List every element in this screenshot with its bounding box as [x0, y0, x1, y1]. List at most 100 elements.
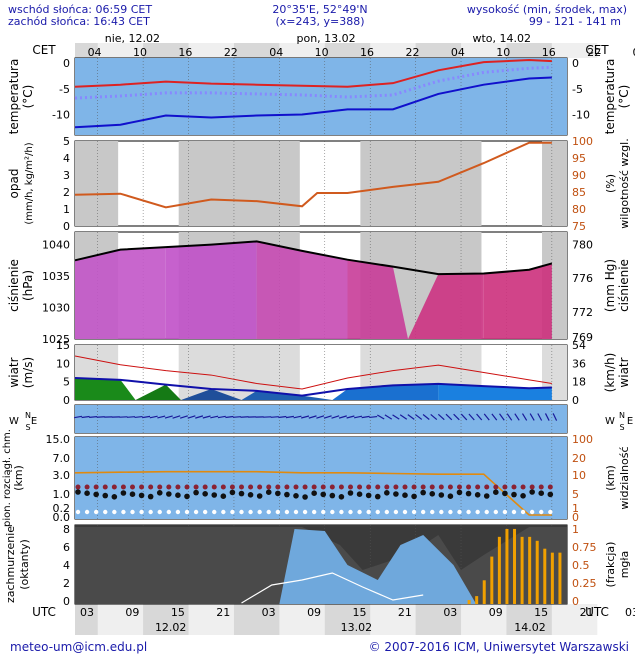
- compass-n-right: N: [619, 411, 625, 420]
- cloud-base-dot: [538, 490, 545, 497]
- wind-arrow: [270, 416, 279, 418]
- wind-arrow: [384, 414, 393, 420]
- wind-arrow: [483, 413, 490, 421]
- cloud-top-dot: [520, 484, 526, 490]
- wind-speed-fill: [75, 378, 136, 400]
- wind-arrow: [81, 415, 90, 419]
- cloud-ext-tick: 0.2: [53, 502, 71, 515]
- precip-tick-left: 5: [63, 135, 70, 148]
- top-zone-right: CET: [585, 43, 609, 57]
- pressure-tick-right: 769: [572, 331, 593, 344]
- fog-tick: 0.5: [572, 559, 590, 572]
- cloud-low-dot: [502, 509, 508, 515]
- cloud-top-dot: [475, 484, 481, 490]
- sunset-text: zachód słońca: 16:43 CET: [8, 15, 150, 28]
- humidity-tick-right: 80: [572, 203, 586, 216]
- cloud-clear-gap: [279, 529, 477, 604]
- wind-speed-fill: [332, 383, 439, 400]
- top-hour-label: 04: [633, 46, 635, 59]
- fog-bar: [490, 556, 494, 604]
- bottom-hour-label: 21: [580, 606, 594, 619]
- wind-arrow: [285, 415, 294, 419]
- cloud-base-dot: [474, 492, 481, 498]
- top-hour-label: 04: [451, 46, 465, 59]
- humidity-tick-right: 85: [572, 186, 586, 199]
- wind-arrow: [499, 413, 505, 421]
- cloud-low-dot: [420, 509, 426, 515]
- wind-arrow: [164, 415, 173, 419]
- cloud-top-dot: [375, 484, 381, 490]
- cloud-low-dot: [484, 509, 489, 515]
- wind-arrow: [544, 413, 550, 421]
- cloud-base-dot: [238, 490, 245, 497]
- cloud-top-dot: [429, 484, 435, 490]
- night-band: [75, 141, 119, 226]
- wind-arrow: [210, 415, 219, 419]
- bottom-time-bar-stripe: [279, 604, 325, 635]
- cloud-low-dot: [529, 509, 535, 515]
- temp-tick-left: 0: [63, 57, 70, 70]
- top-hour-label: 22: [587, 46, 601, 59]
- temp-ylabel-left-unit: (°C): [21, 85, 35, 109]
- cloud-low-dot: [402, 509, 408, 515]
- cloud-base-dot: [247, 492, 254, 498]
- wind-dir-panel-bg: [75, 405, 567, 433]
- bottom-hour-label: 03: [80, 606, 94, 619]
- visibility-ylabel: widzialność: [618, 446, 631, 509]
- cloud-base-dot: [75, 489, 81, 495]
- wind-arrow: [195, 415, 204, 419]
- cloud-low-dot: [393, 509, 399, 515]
- precip-ylabel: opad: [7, 169, 21, 199]
- bottom-hour-label: 21: [216, 606, 230, 619]
- compass-e-right: E: [627, 416, 633, 427]
- bottom-hour-label: 15: [352, 606, 366, 619]
- pressure-fill-segment: [256, 241, 348, 339]
- cloud-base-dot: [302, 494, 308, 500]
- fog-bar: [497, 536, 501, 604]
- top-time-bar-stripe: [370, 43, 416, 58]
- cloud-top-dot: [456, 484, 462, 490]
- cloud-top-dot: [248, 484, 254, 490]
- humidity-tick-right: 75: [572, 220, 586, 233]
- cloud-panel-bg: [75, 437, 567, 519]
- cloud-base-dot: [502, 490, 508, 497]
- cloud-low-dot: [457, 509, 462, 515]
- wind-arrow: [217, 415, 226, 419]
- wind-arrow: [453, 413, 460, 421]
- fog-tick: 1: [572, 523, 579, 536]
- cloud-top-dot: [320, 484, 326, 490]
- temp-min-line: [74, 76, 552, 129]
- wind-arrow: [331, 415, 340, 419]
- footer-copyright: © 2007-2016 ICM, Uniwersytet Warszawski: [368, 640, 629, 654]
- cloud-low-dot: [93, 509, 99, 515]
- humidity-ylabel-unit: (%): [604, 174, 617, 193]
- wind-arrow: [361, 415, 370, 419]
- wind-tick-left: 5: [63, 376, 70, 389]
- wind-arrow: [407, 414, 415, 420]
- wind-arrow: [430, 413, 438, 421]
- wind-gust-line: [74, 355, 552, 390]
- wind-arrow: [134, 415, 143, 419]
- cloud-ext-tick: 3.0: [53, 469, 71, 482]
- wind-ylabel-unit: (m/s): [21, 357, 35, 388]
- wind-ylabel: wiatr: [7, 357, 21, 387]
- wind-arrow: [476, 413, 483, 421]
- cloud-top-dot: [266, 484, 272, 490]
- top-day-label: wto, 14.02: [472, 32, 531, 45]
- cloud-base-dot: [393, 491, 399, 497]
- cloud-low-dot: [493, 509, 499, 515]
- cloud-ext-tick: 0.0: [53, 511, 71, 524]
- cloud-top-dot: [257, 484, 263, 490]
- wind-arrow: [460, 413, 468, 421]
- cloud-cover-ylabel: zachmurzenie: [4, 526, 17, 603]
- wind-arrow: [157, 415, 166, 419]
- precip-tick-left: 2: [63, 186, 70, 199]
- cloud-base-dot: [102, 492, 109, 499]
- cloud-low-dot: [103, 509, 108, 515]
- fog-bar: [513, 528, 517, 604]
- cloud-ext-tick: 1.0: [53, 488, 71, 501]
- cloud-top-dot: [275, 484, 281, 490]
- wind-arrow: [437, 413, 445, 421]
- top-time-bar-stripe: [461, 43, 507, 58]
